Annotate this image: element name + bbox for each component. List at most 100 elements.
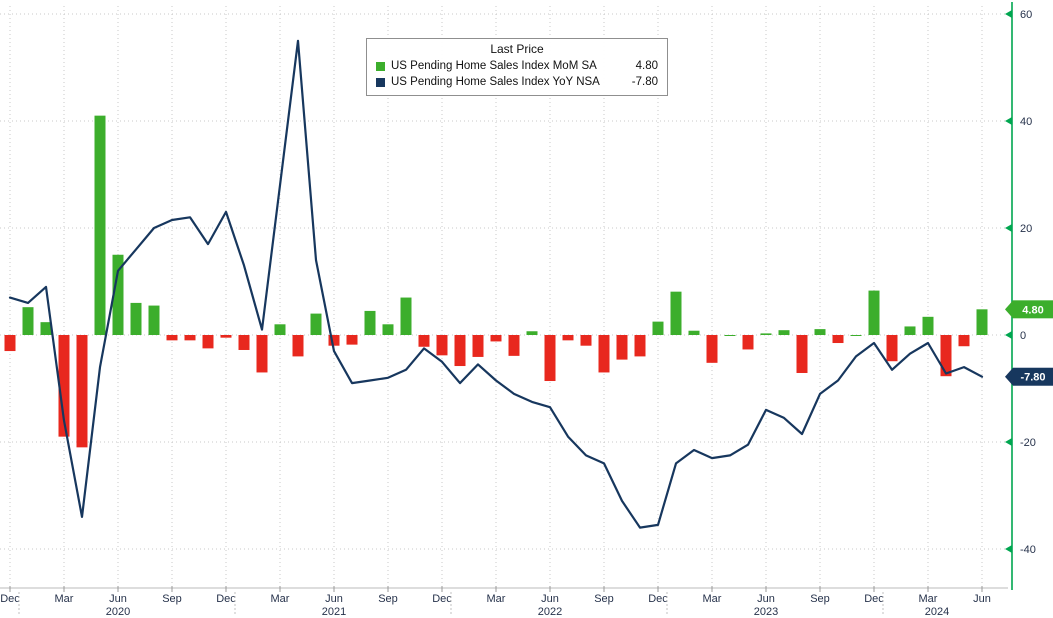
legend-item-yoy[interactable]: US Pending Home Sales Index YoY NSA -7.8… — [376, 74, 658, 90]
x-axis-month-label: Dec — [648, 593, 668, 605]
mom-bar — [508, 335, 520, 356]
mom-bar — [22, 307, 34, 335]
x-axis-month-label: Mar — [703, 593, 722, 605]
mom-bar — [796, 335, 808, 373]
mom-bar — [850, 335, 862, 336]
y-axis-label: -40 — [1020, 544, 1036, 556]
mom-bar — [346, 335, 358, 345]
mom-bar — [202, 335, 214, 349]
mom-bar — [778, 330, 790, 335]
x-axis-year-label: 2020 — [106, 606, 130, 618]
mom-bar — [94, 115, 106, 336]
mom-bar — [922, 316, 934, 335]
mom-bar — [112, 254, 124, 335]
mom-bar — [544, 335, 556, 382]
x-axis-month-label: Dec — [864, 593, 884, 605]
x-axis-month-label: Mar — [55, 593, 74, 605]
grid-lines — [0, 6, 1008, 588]
legend-label-mom: US Pending Home Sales Index MoM SA — [391, 60, 597, 72]
mom-bar — [958, 335, 970, 347]
legend-value-yoy: -7.80 — [631, 76, 658, 88]
mom-bar — [670, 291, 682, 335]
mom-series-swatch-icon — [376, 61, 385, 71]
y-axis-label: 60 — [1020, 9, 1032, 21]
mom-bar — [328, 335, 340, 346]
axis-tick-arrow-icon — [1005, 438, 1012, 446]
mom-bar — [634, 335, 646, 357]
x-axis-month-label: Sep — [594, 593, 614, 605]
mom-bar — [436, 335, 448, 356]
y-axis-label: 0 — [1020, 330, 1026, 342]
x-axis-month-label: Jun — [541, 593, 559, 605]
legend-label-yoy: US Pending Home Sales Index YoY NSA — [391, 76, 600, 88]
x-axis-month-label: Jun — [109, 593, 127, 605]
mom-bar — [706, 335, 718, 363]
mom-bars — [4, 115, 988, 448]
mom-bar — [76, 335, 88, 448]
mom-bar — [760, 333, 772, 335]
yoy-line — [8, 39, 984, 529]
mom-bar — [166, 335, 178, 341]
yoy-series-swatch-icon — [376, 77, 385, 87]
legend-title: Last Price — [490, 42, 544, 56]
mom-bar — [292, 335, 304, 357]
mom-bar — [130, 302, 142, 335]
mom-bar — [652, 321, 664, 335]
mom-bar — [724, 335, 736, 336]
last-price-badge-mom-value: 4.80 — [1022, 304, 1043, 316]
x-axis-month-label: Sep — [162, 593, 182, 605]
mom-bar — [688, 330, 700, 335]
last-price-badge-yoy-value: -7.80 — [1020, 372, 1045, 384]
mom-bar — [868, 290, 880, 335]
x-axis-month-label: Jun — [325, 593, 343, 605]
x-axis-year-label: 2023 — [754, 606, 778, 618]
mom-bar — [220, 335, 232, 338]
last-price-badge-mom: 4.80 — [1005, 300, 1053, 319]
mom-bar — [976, 309, 988, 335]
mom-bar — [274, 324, 286, 335]
x-axis-year-label: 2022 — [538, 606, 562, 618]
mom-bar — [886, 335, 898, 362]
mom-bar — [472, 335, 484, 357]
mom-bar — [526, 331, 538, 335]
axis-tick-arrow-icon — [1005, 224, 1012, 232]
mom-bar — [400, 297, 412, 335]
axis-tick-arrow-icon — [1005, 10, 1012, 18]
y-axis-label: -20 — [1020, 437, 1036, 449]
mom-bar — [418, 335, 430, 347]
x-axis-month-label: Sep — [810, 593, 830, 605]
x-axis-year-label: 2021 — [322, 606, 346, 618]
legend-item-mom[interactable]: US Pending Home Sales Index MoM SA 4.80 — [376, 58, 658, 74]
x-axis-month-label: Dec — [432, 593, 452, 605]
x-axis-month-label: Jun — [973, 593, 991, 605]
y-axis-label: 20 — [1020, 223, 1032, 235]
axis-tick-arrow-icon — [1005, 545, 1012, 553]
mom-bar — [382, 324, 394, 335]
mom-bar — [904, 326, 916, 335]
mom-bar — [580, 335, 592, 346]
mom-bar — [256, 335, 268, 373]
mom-bar — [742, 335, 754, 350]
x-axis-month-label: Mar — [271, 593, 290, 605]
mom-bar — [310, 313, 322, 335]
mom-bar — [616, 335, 628, 360]
mom-bar — [598, 335, 610, 373]
mom-bar — [40, 322, 52, 335]
y-axis-label: 40 — [1020, 116, 1032, 128]
x-axis-month-label: Mar — [919, 593, 938, 605]
mom-bar — [490, 335, 502, 342]
mom-bar — [58, 335, 70, 437]
y-axis: 60 40 20 0 -20 -40 — [1005, 2, 1036, 590]
x-axis-month-label: Dec — [216, 593, 236, 605]
axis-tick-arrow-icon — [1005, 117, 1012, 125]
last-price-badge-yoy: -7.80 — [1005, 367, 1053, 386]
x-axis-month-label: Mar — [487, 593, 506, 605]
mom-bar — [454, 335, 466, 367]
mom-bar — [4, 335, 16, 352]
mom-bar — [940, 335, 952, 377]
mom-bar — [814, 329, 826, 335]
axis-tick-arrow-icon — [1005, 331, 1012, 339]
mom-bar — [184, 335, 196, 341]
